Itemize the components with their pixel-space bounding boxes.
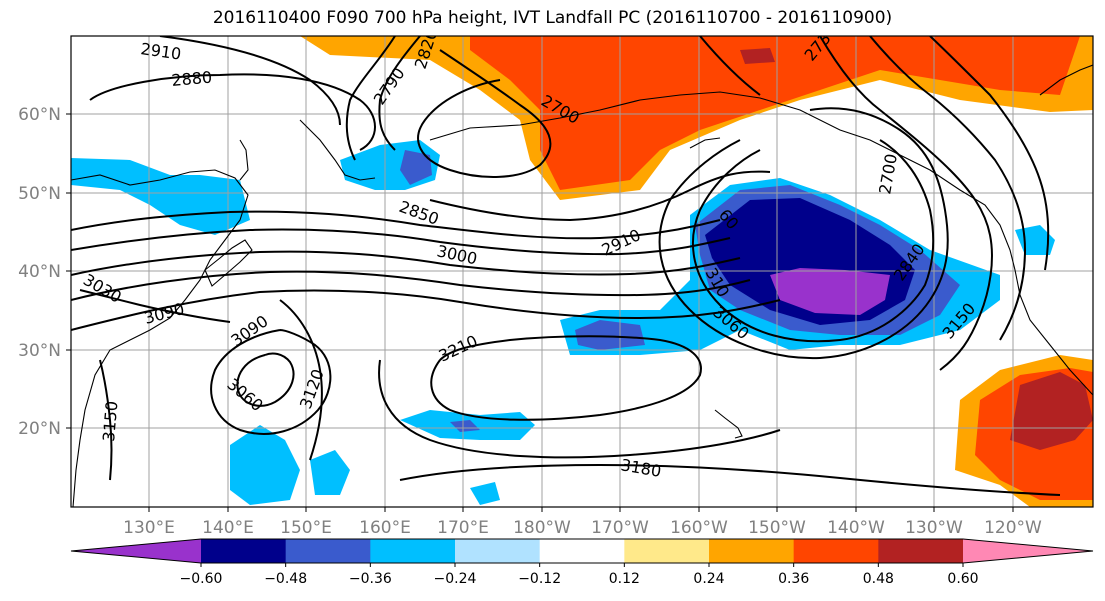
contour-label: 3150 [99, 400, 121, 442]
lon-label: 140°E [202, 518, 254, 538]
colorbar-extend-high [963, 539, 1093, 563]
colorbar-bin [709, 539, 795, 563]
longitude-labels: 130°E 140°E 150°E 160°E 170°E 180°W 170°… [123, 518, 1042, 538]
colorbar-bin [201, 539, 287, 563]
lon-label: 160°W [670, 518, 728, 538]
colorbar-tick-label: −0.36 [349, 571, 392, 587]
colorbar-tick-label: 0.12 [609, 571, 640, 587]
shade-skyblue-bonin [230, 425, 300, 505]
latitude-labels: 60°N 50°N 40°N 30°N 20°N [18, 105, 61, 439]
map-title: 2016110400 F090 700 hPa height, IVT Land… [212, 8, 893, 28]
colorbar-bin [539, 539, 625, 563]
colorbar-tick-label: 0.48 [863, 571, 894, 587]
colorbar-tick-label: −0.12 [518, 571, 561, 587]
colorbar-tick-label: −0.24 [434, 571, 477, 587]
shade-purple-main [770, 268, 890, 315]
colorbar-tick-label: 0.60 [947, 571, 978, 587]
lon-label: 130°W [905, 518, 963, 538]
shade-blue-kuril [400, 150, 432, 185]
contour-label: 2880 [171, 68, 213, 90]
lon-label: 170°E [437, 518, 489, 538]
lat-label: 40°N [18, 262, 61, 282]
lon-label: 180°W [513, 518, 571, 538]
colorbar-bin [878, 539, 964, 563]
height-contours [71, 36, 1061, 496]
colorbar-bin [455, 539, 541, 563]
lat-label: 60°N [18, 105, 61, 125]
shade-red-north [470, 36, 1080, 190]
colorbar-bin [624, 539, 710, 563]
lat-label: 30°N [18, 341, 61, 361]
colorbar: −0.60 −0.48 −0.36 −0.24 −0.12 0.12 0.24 0.36 0.4… [70, 538, 1094, 587]
lon-label: 150°W [748, 518, 806, 538]
colorbar-bin [285, 539, 371, 563]
shade-skyblue-west [71, 158, 250, 235]
colorbar-tick-label: −0.48 [264, 571, 307, 587]
colorbar-bin [370, 539, 456, 563]
lon-label: 160°E [359, 518, 411, 538]
lon-label: 170°W [591, 518, 649, 538]
colorbar-tick-label: 0.24 [693, 571, 724, 587]
colorbar-tick-label: −0.60 [180, 571, 223, 587]
lon-label: 130°E [123, 518, 175, 538]
shade-skyblue-tropic-2 [470, 482, 500, 505]
axis-ticks [66, 113, 1014, 512]
map-panel: 2910 2880 2820 2790 2700 2730 2700 2850 … [71, 36, 1093, 507]
lat-label: 50°N [18, 184, 61, 204]
colorbar-tick-label: 0.36 [778, 571, 809, 587]
colorbar-extend-low [71, 539, 201, 563]
shade-darkred-north [740, 48, 775, 64]
colorbar-bin [793, 539, 879, 563]
lon-label: 140°W [827, 518, 885, 538]
shaded-field [71, 36, 1093, 507]
lon-label: 150°E [280, 518, 332, 538]
shade-blue-subtrop [450, 420, 480, 432]
shade-skyblue-tropic [310, 450, 350, 495]
lat-label: 20°N [18, 419, 61, 439]
coastlines [71, 64, 1093, 507]
shade-darkred-south [1010, 372, 1093, 450]
lon-label: 120°W [984, 518, 1042, 538]
